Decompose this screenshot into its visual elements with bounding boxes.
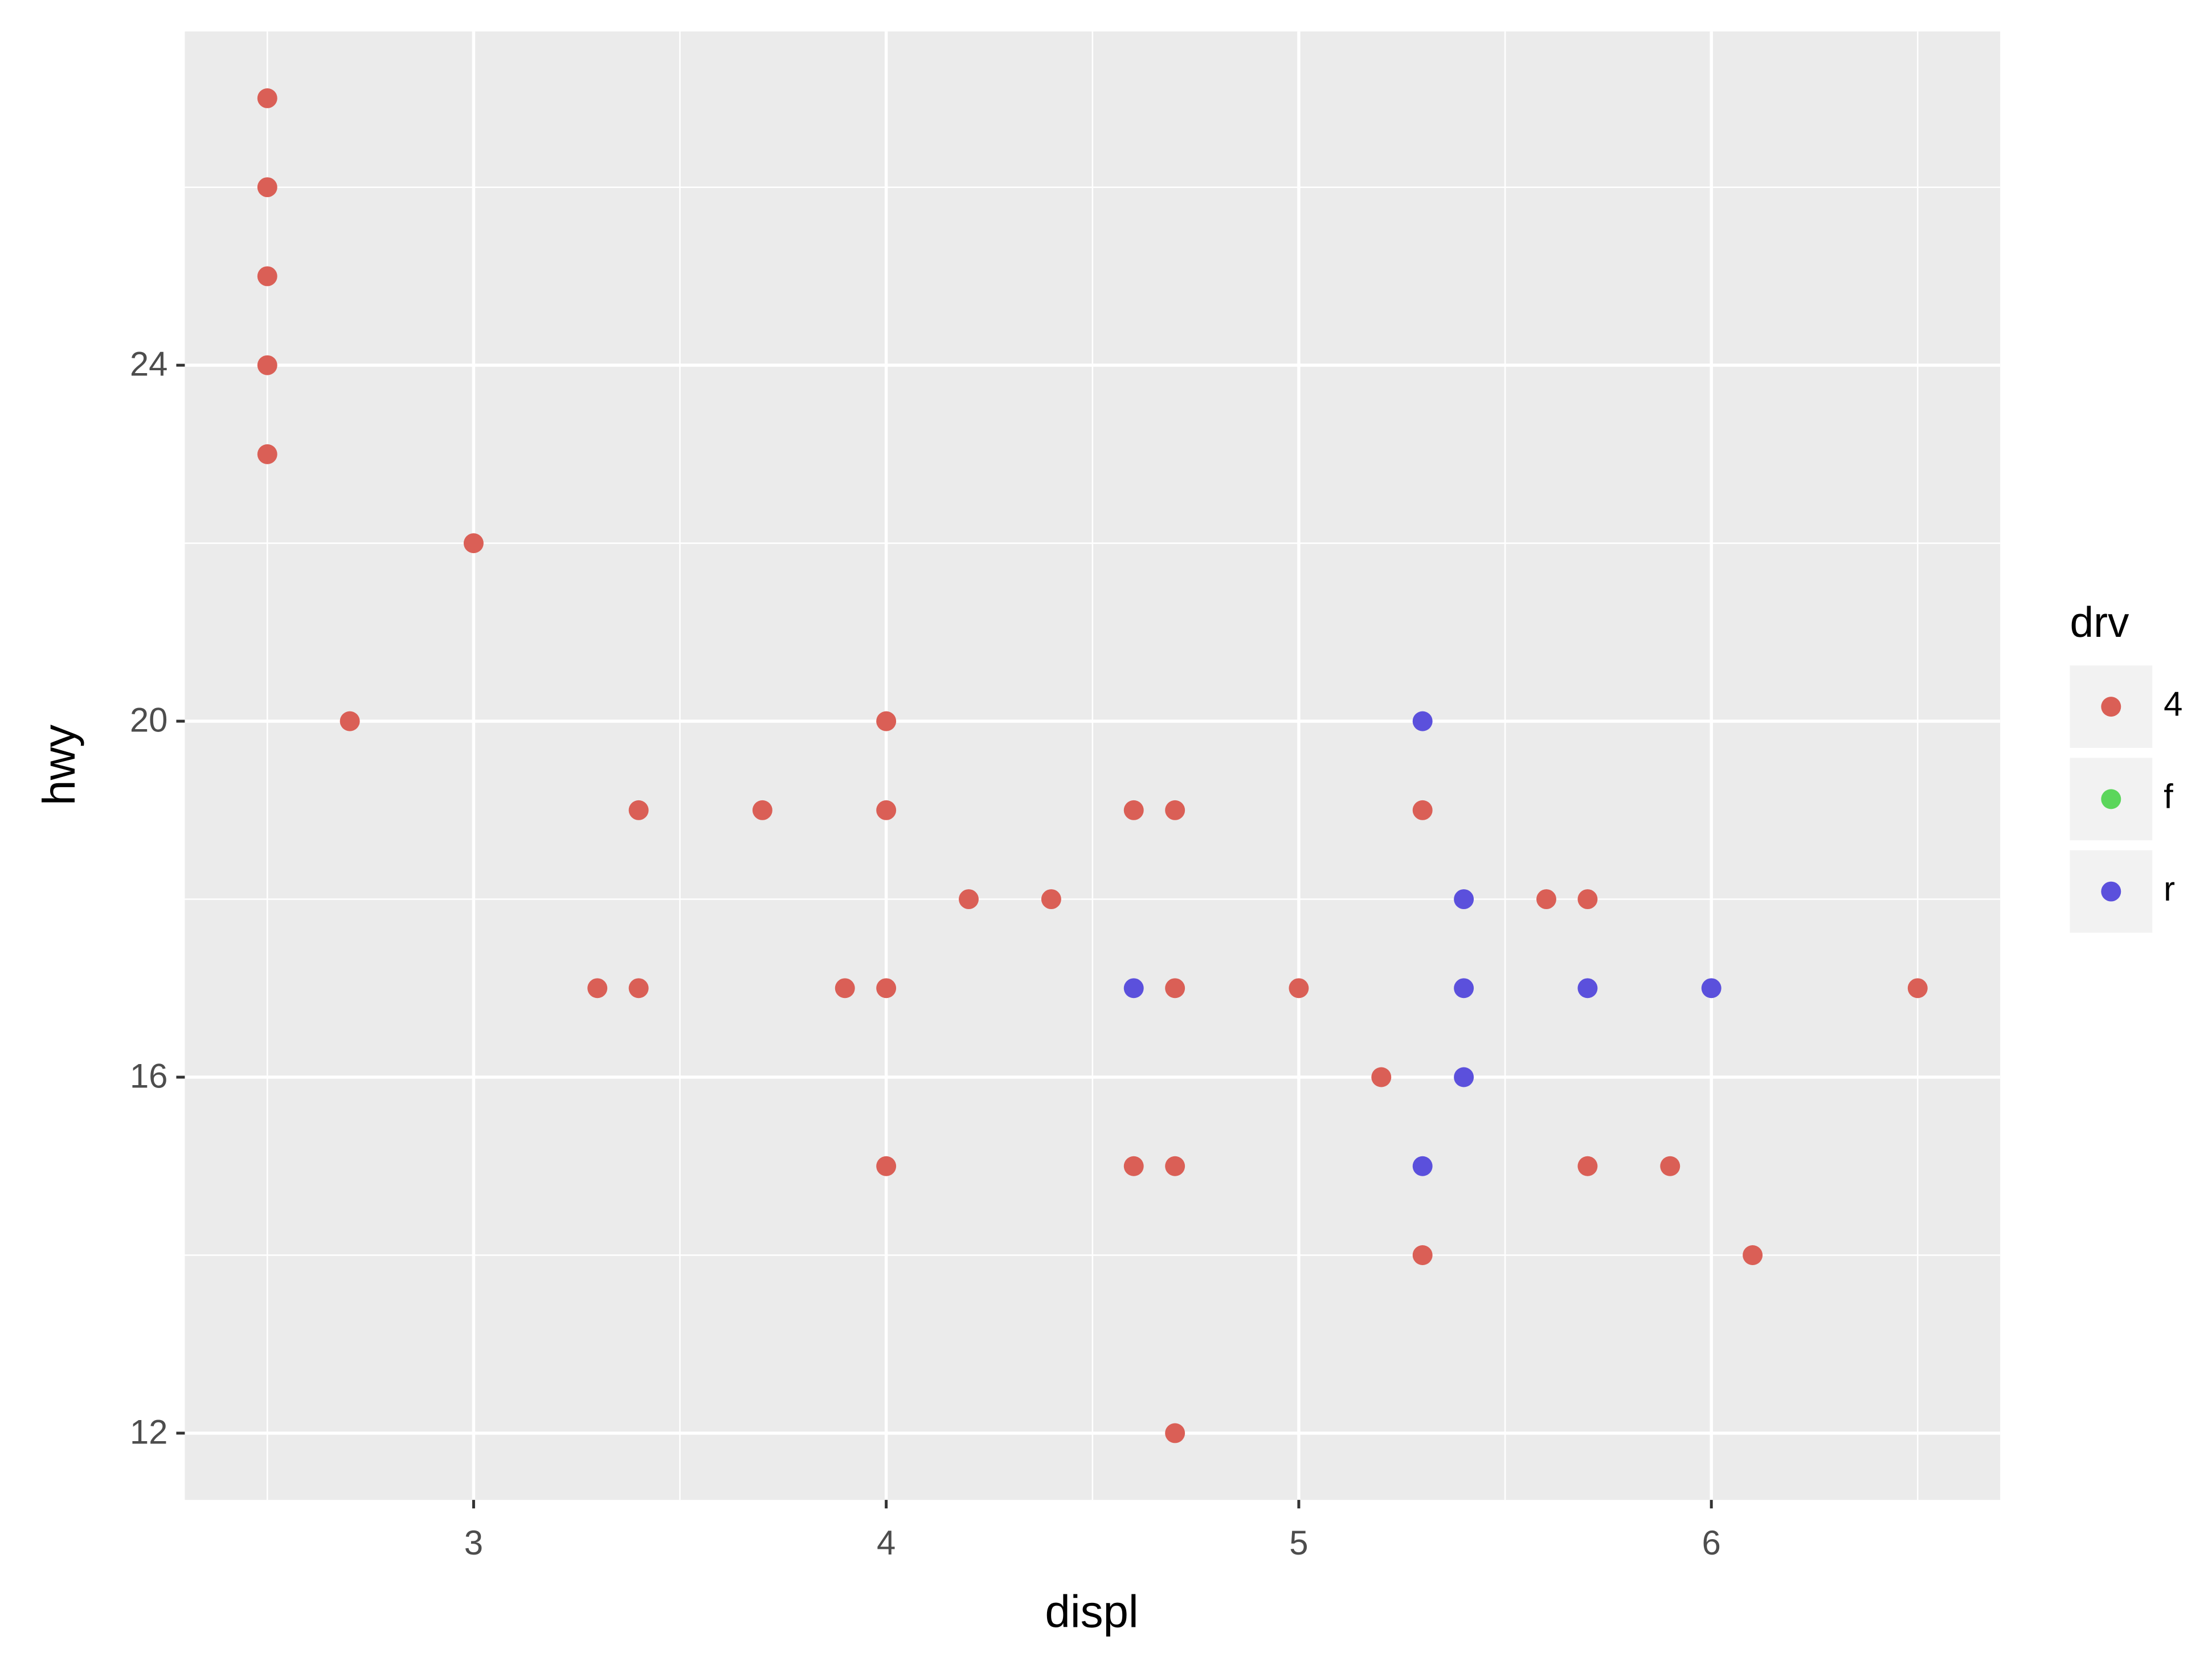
point — [257, 266, 277, 287]
point — [752, 800, 772, 820]
point — [257, 177, 277, 198]
y-tick-label: 16 — [130, 1057, 168, 1095]
point — [257, 88, 277, 108]
point — [1577, 978, 1598, 999]
point — [1412, 800, 1433, 820]
x-tick-label: 3 — [464, 1524, 483, 1562]
point — [340, 711, 360, 731]
point — [1165, 978, 1185, 999]
y-tick-label: 24 — [130, 345, 168, 383]
point — [876, 1156, 897, 1176]
point — [1577, 889, 1598, 910]
point — [1907, 978, 1928, 999]
x-tick-label: 5 — [1289, 1524, 1308, 1562]
point — [1577, 1156, 1598, 1176]
legend-key — [2101, 789, 2121, 809]
legend-title: drv — [2070, 598, 2129, 646]
point — [628, 800, 649, 820]
legend-label: 4 — [2164, 685, 2182, 723]
point — [1165, 1156, 1185, 1176]
point — [1660, 1156, 1681, 1176]
point — [835, 978, 855, 999]
point — [1536, 889, 1556, 910]
point — [1454, 889, 1474, 910]
point — [257, 355, 277, 375]
point — [876, 711, 897, 731]
point — [1165, 800, 1185, 820]
point — [1371, 1067, 1392, 1087]
point — [876, 800, 897, 820]
point — [1412, 1156, 1433, 1176]
x-axis-title: displ — [1045, 1586, 1138, 1637]
legend-label: r — [2164, 870, 2175, 908]
legend-key — [2101, 697, 2121, 717]
point — [1412, 1245, 1433, 1265]
point — [587, 978, 608, 999]
point — [1123, 1156, 1144, 1176]
point — [876, 978, 897, 999]
point — [1412, 711, 1433, 731]
point — [1165, 1423, 1185, 1443]
y-axis-title: hwy — [34, 725, 84, 805]
point — [628, 978, 649, 999]
legend-key — [2101, 881, 2121, 902]
point — [959, 889, 979, 910]
point — [1123, 800, 1144, 820]
point — [1454, 1067, 1474, 1087]
point — [1454, 978, 1474, 999]
legend-label: f — [2164, 778, 2173, 816]
point — [257, 444, 277, 464]
x-tick-label: 6 — [1702, 1524, 1721, 1562]
point — [1743, 1245, 1763, 1265]
point — [1289, 978, 1309, 999]
point — [463, 533, 484, 554]
x-tick-label: 4 — [877, 1524, 896, 1562]
y-tick-label: 12 — [130, 1413, 168, 1451]
y-tick-label: 20 — [130, 701, 168, 739]
point — [1701, 978, 1722, 999]
point — [1123, 978, 1144, 999]
point — [1041, 889, 1061, 910]
